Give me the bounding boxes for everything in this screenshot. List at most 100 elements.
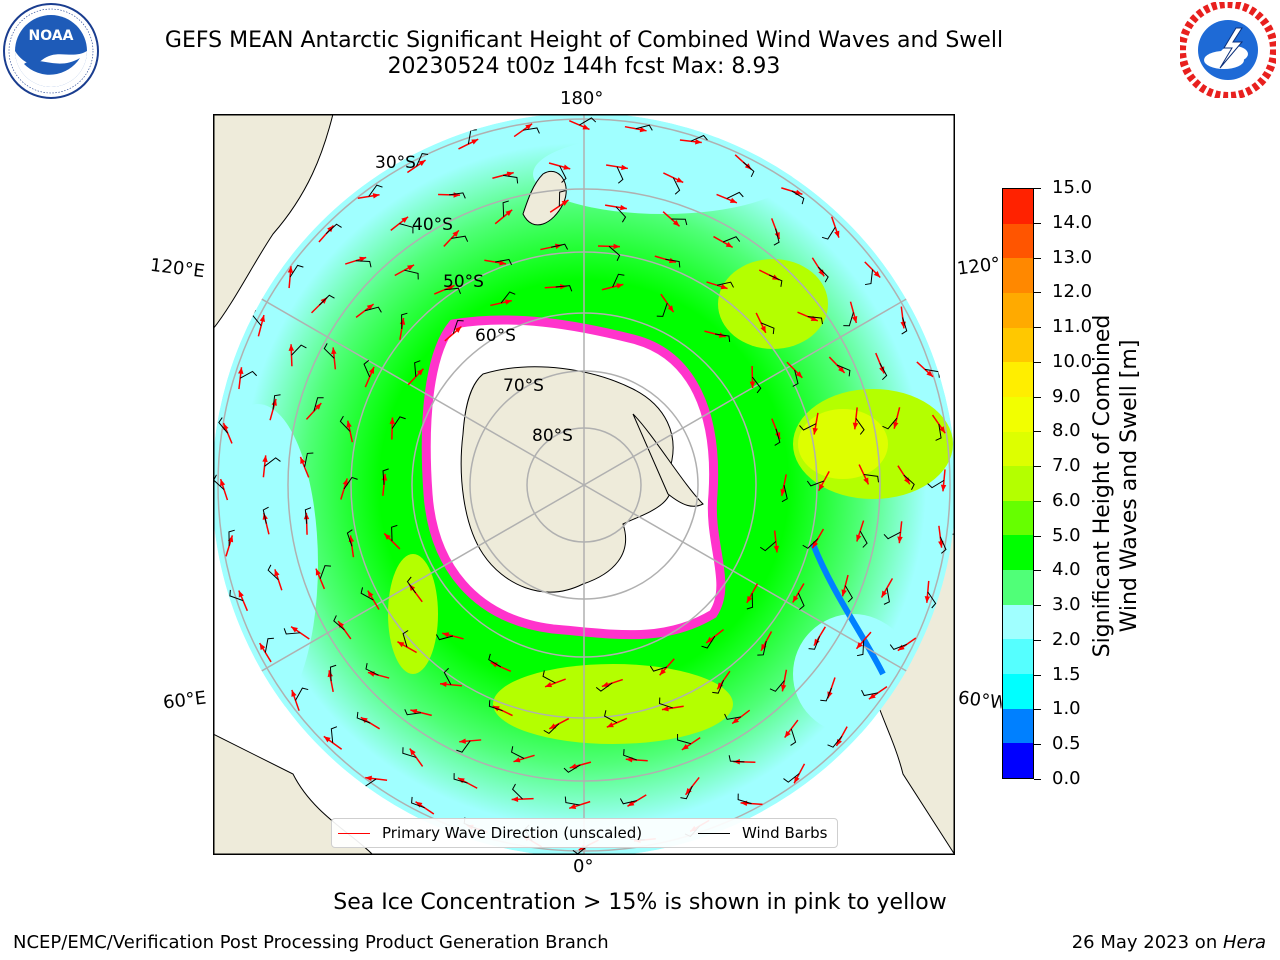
wave-arrow-head — [238, 590, 244, 598]
wind-barb — [262, 506, 269, 524]
wind-barb — [239, 370, 258, 379]
wave-arrow-head — [838, 366, 845, 373]
wind-barb — [406, 576, 417, 594]
colorbar-tick-mark — [1034, 639, 1041, 641]
meridian-label-60w: 60°W — [956, 687, 1004, 714]
wave-arrow-head — [856, 534, 862, 542]
wave-arrow-head — [452, 230, 459, 237]
meridian-label-60e: 60°E — [161, 687, 208, 714]
wind-barb — [304, 507, 312, 524]
legend-line-red — [338, 832, 370, 834]
wave-arrow-head — [238, 367, 244, 374]
wind-barb — [882, 417, 898, 430]
wind-barb — [511, 783, 523, 800]
wind-barb — [363, 360, 371, 378]
wind-barb — [712, 680, 725, 694]
wind-barb — [769, 680, 785, 692]
wave-arrow-head — [471, 139, 479, 145]
wind-barb — [291, 344, 307, 356]
wind-barb — [863, 473, 880, 483]
wind-barb — [333, 615, 345, 631]
wind-barb — [855, 418, 865, 435]
wave-arrow-head — [327, 225, 334, 233]
colorbar-tick-mark — [1034, 535, 1041, 537]
wind-barb — [411, 796, 425, 809]
legend-line-black — [698, 832, 730, 834]
colorbar — [1002, 188, 1034, 779]
wind-barb — [443, 667, 452, 685]
wind-barb — [542, 670, 556, 684]
wind-barb — [382, 468, 389, 485]
wave-arrow-head — [323, 736, 331, 743]
wind-barb — [267, 564, 279, 581]
wind-barb — [792, 369, 799, 387]
wave-arrow-head — [399, 318, 406, 325]
wind-barb — [330, 726, 338, 743]
colorbar-tick-mark — [1034, 257, 1041, 259]
wind-barb — [817, 266, 829, 283]
wind-barb — [726, 191, 744, 200]
wind-barb — [558, 190, 566, 207]
wave-arrow-head — [384, 533, 391, 540]
wind-barb — [295, 687, 309, 701]
wind-barb — [889, 643, 908, 650]
wave-arrow-head — [288, 344, 295, 351]
wave-arrow-head — [569, 763, 577, 769]
wind-barb — [742, 161, 755, 178]
wind-barb — [456, 740, 471, 753]
wave-arrow-head — [287, 266, 294, 273]
wave-arrow-head — [418, 160, 426, 167]
wave-arrow-head — [695, 139, 702, 145]
colorbar-tick-label: 7.0 — [1052, 455, 1081, 477]
wind-barb — [821, 226, 836, 240]
wind-barb — [665, 258, 681, 268]
wind-barb — [603, 710, 618, 724]
wave-arrow-head — [504, 299, 512, 305]
colorbar-band — [1003, 327, 1033, 363]
legend-item-wind-barbs: Wind Barbs — [698, 824, 827, 842]
colorbar-band — [1003, 500, 1033, 536]
wind-barb — [623, 749, 637, 761]
wind-barb — [488, 700, 503, 712]
wind-barb — [339, 415, 351, 432]
wave-arrow-head — [346, 420, 352, 428]
wind-barb — [283, 628, 301, 635]
wind-barb — [563, 764, 581, 773]
wave-arrow-head — [863, 477, 869, 485]
wave-arrow-head — [760, 325, 766, 333]
sea-ice-caption: Sea Ice Concentration > 15% is shown in … — [333, 890, 947, 915]
wind-barb — [416, 153, 429, 167]
lat-label-70s: 70°S — [503, 376, 544, 396]
meridian-label-0: 0° — [573, 856, 594, 877]
wind-barb — [488, 653, 502, 668]
wind-barb — [783, 773, 800, 783]
wind-barb — [304, 452, 314, 468]
high-wave-region — [798, 409, 888, 479]
lat-label-40s: 40°S — [412, 215, 453, 235]
colorbar-tick-label: 3.0 — [1052, 594, 1081, 616]
wave-arrow-head — [939, 426, 946, 434]
wind-barb — [790, 728, 797, 746]
wind-barb — [404, 269, 419, 280]
wave-arrow-head — [397, 641, 405, 648]
wind-barb — [452, 319, 464, 334]
wave-arrow-head — [667, 305, 674, 313]
wind-barb — [325, 223, 342, 235]
legend-label: Primary Wave Direction (unscaled) — [382, 824, 643, 842]
colorbar-tick-label: 14.0 — [1052, 211, 1093, 233]
lat-label-50s: 50°S — [443, 272, 484, 292]
wave-arrow-head — [924, 596, 931, 603]
wind-barb — [502, 174, 519, 184]
wave-arrow-head — [409, 748, 416, 756]
wind-barb — [797, 592, 805, 610]
wave-arrow-head — [613, 243, 620, 250]
colorbar-tick-mark — [1034, 605, 1041, 607]
wind-barb — [737, 793, 752, 805]
wave-arrow-head — [505, 209, 513, 216]
wind-barb — [883, 587, 890, 605]
wave-arrow-head — [368, 366, 375, 374]
wave-arrow-head — [506, 171, 514, 177]
wave-arrow-head — [621, 164, 628, 171]
wind-barb — [391, 524, 398, 542]
wave-arrow-head — [366, 304, 374, 311]
